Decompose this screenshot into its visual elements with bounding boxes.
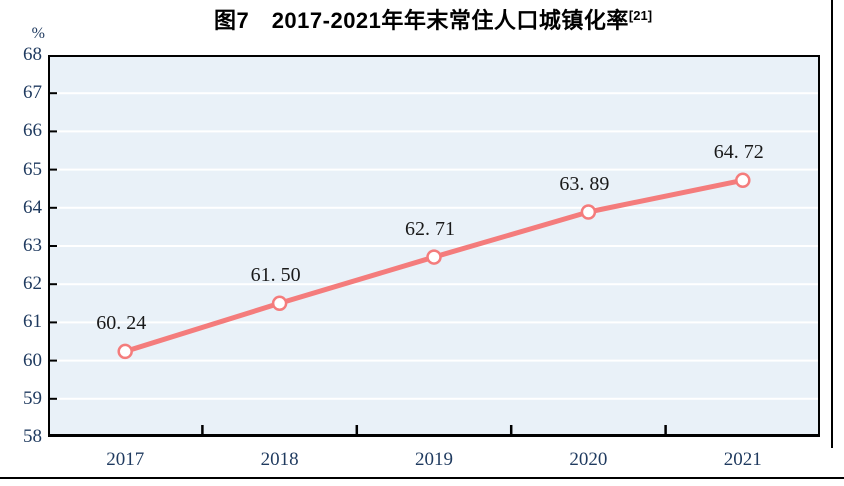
y-axis-tick-label: 64 bbox=[23, 196, 42, 218]
data-point-marker bbox=[426, 249, 442, 265]
y-axis-tick-label: 67 bbox=[23, 82, 42, 104]
data-label: 61. 50 bbox=[250, 264, 301, 287]
x-axis-tick-label: 2020 bbox=[569, 449, 608, 470]
data-point-marker bbox=[271, 295, 288, 312]
x-axis-tick-label: 2017 bbox=[106, 449, 145, 470]
chart-title-footnote-ref: [21] bbox=[628, 8, 653, 23]
x-axis-tick-label: 2019 bbox=[415, 449, 453, 470]
y-axis-tick-label: 62 bbox=[23, 273, 42, 295]
x-axis-tick-label: 2018 bbox=[260, 449, 299, 470]
y-axis-tick-label: 63 bbox=[23, 235, 42, 256]
y-axis-unit-label: % bbox=[31, 25, 45, 42]
y-axis-tick-label: 61 bbox=[23, 311, 42, 333]
y-axis-tick-label: 58 bbox=[23, 426, 42, 447]
y-axis-tick-label: 66 bbox=[23, 120, 42, 142]
y-axis-tick-label: 68 bbox=[23, 44, 42, 65]
page-border-bottom bbox=[0, 477, 844, 479]
plot-canvas bbox=[48, 55, 820, 437]
page-border-right bbox=[831, 0, 833, 448]
x-axis-tick-label: 2021 bbox=[723, 449, 762, 470]
trend-line bbox=[122, 177, 746, 354]
data-label: 64. 72 bbox=[713, 141, 764, 164]
data-point-marker bbox=[735, 172, 751, 189]
data-label: 60. 24 bbox=[96, 312, 147, 335]
data-point-marker bbox=[117, 343, 133, 360]
plot-area bbox=[48, 55, 820, 437]
y-axis-tick-label: 65 bbox=[23, 158, 42, 180]
chart-title-text: 图7 2017-2021年年末常住人口城镇化率 bbox=[213, 8, 629, 33]
data-label: 62. 71 bbox=[405, 218, 455, 241]
y-axis-tick-label: 59 bbox=[23, 387, 42, 409]
data-point-marker bbox=[580, 204, 597, 220]
y-axis-tick-label: 60 bbox=[23, 349, 42, 371]
chart-title: 图7 2017-2021年年末常住人口城镇化率[21] bbox=[0, 3, 844, 35]
data-label: 63. 89 bbox=[559, 173, 610, 195]
